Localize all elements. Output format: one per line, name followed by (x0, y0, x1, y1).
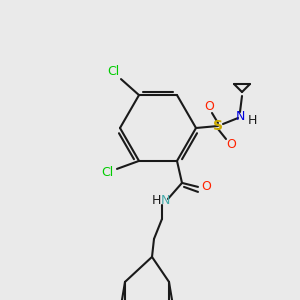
Text: H: H (247, 113, 257, 127)
Text: H: H (151, 194, 161, 207)
Text: N: N (235, 110, 245, 122)
Text: O: O (226, 139, 236, 152)
Text: S: S (213, 119, 223, 133)
Text: O: O (201, 180, 211, 194)
Text: N: N (160, 194, 170, 207)
Text: Cl: Cl (101, 167, 113, 179)
Text: O: O (204, 100, 214, 112)
Text: Cl: Cl (107, 64, 119, 78)
